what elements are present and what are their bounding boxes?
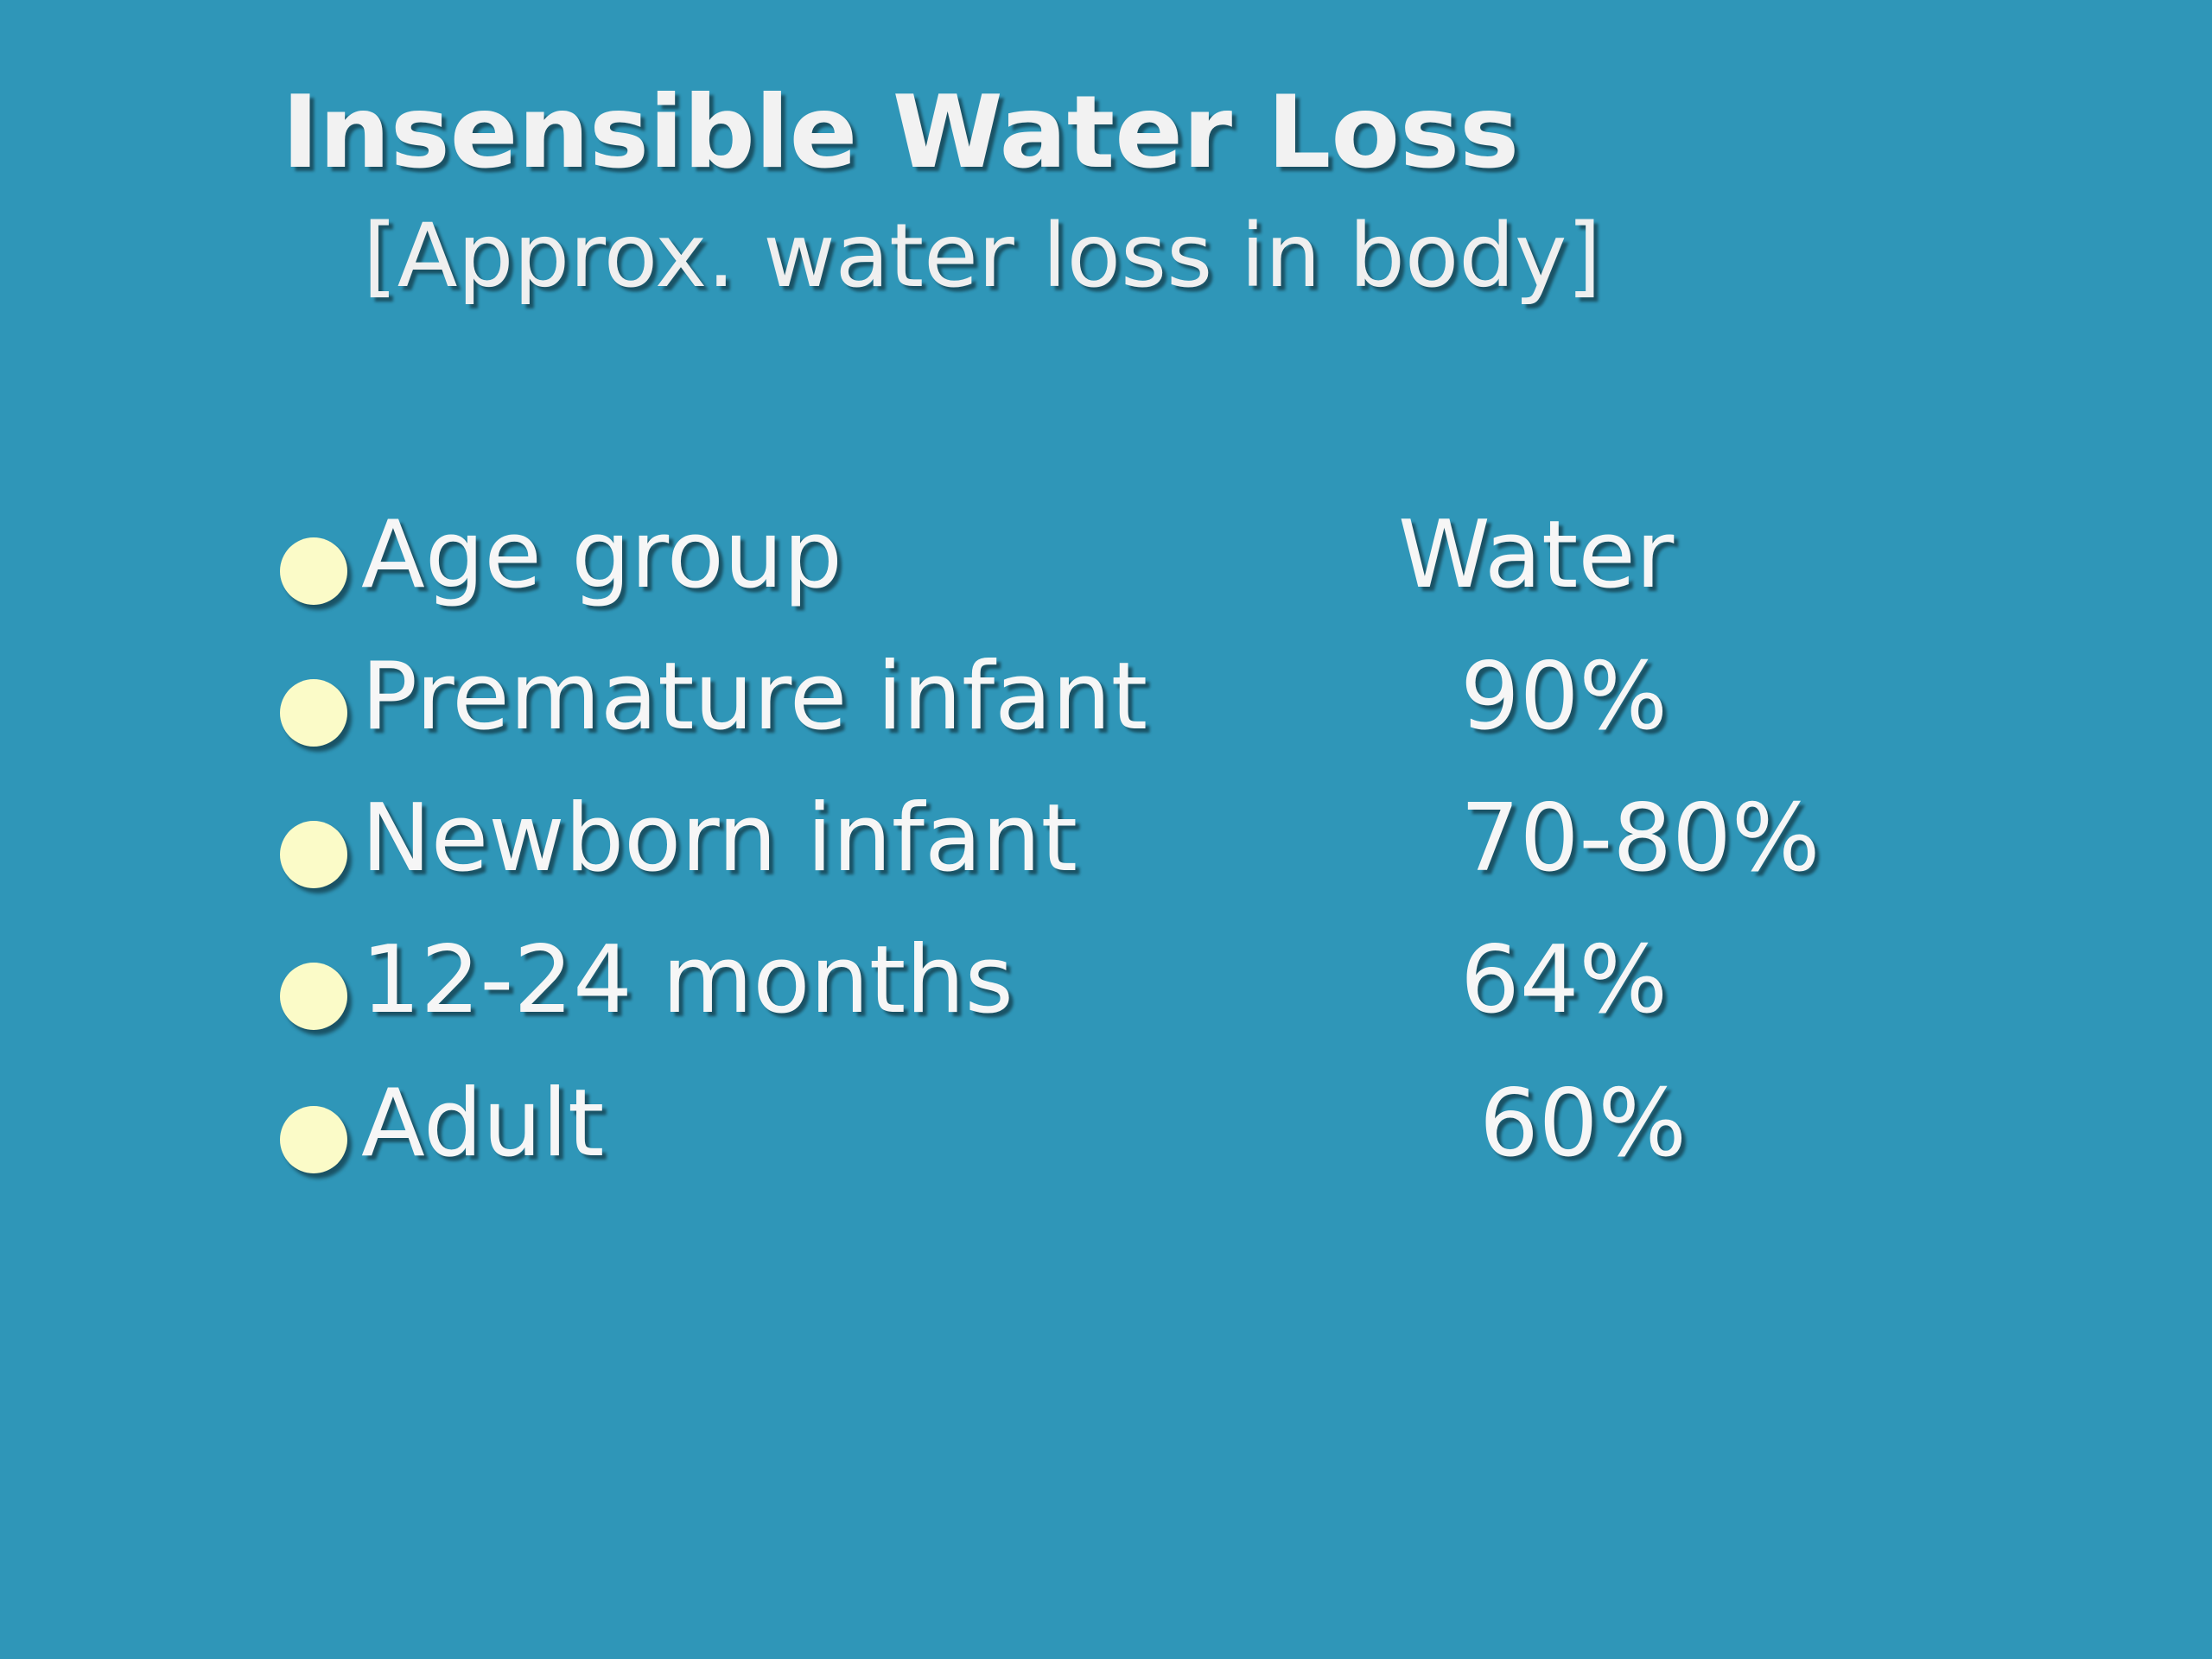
bullet-icon [280, 963, 347, 1030]
bullet-icon [280, 1106, 347, 1173]
list-item-value: 90% [1460, 643, 1669, 751]
list-item-label: Newborn infant [361, 785, 1077, 893]
list-item-header: Age group Water [276, 491, 2005, 620]
list-item-label: Age group [361, 501, 842, 609]
slide-subtitle: [Approx. water loss in body] [363, 205, 1602, 308]
list-item-value: Water [1398, 501, 1675, 609]
bullet-icon [280, 821, 347, 888]
bullet-icon [280, 537, 347, 605]
list-item-value: 70-80% [1460, 785, 1821, 893]
list-item: 12-24 months 64% [276, 916, 2005, 1046]
list-item-label: Adult [361, 1070, 605, 1178]
list-item: Newborn infant 70-80% [276, 774, 2005, 904]
list-item-label: 12-24 months [361, 926, 1014, 1034]
list-item-value: 64% [1460, 926, 1669, 1034]
slide-title: Insensible Water Loss [282, 74, 1520, 191]
list-item: Premature infant 90% [276, 632, 2005, 762]
list-item-value: 60% [1479, 1070, 1688, 1178]
bullet-icon [280, 679, 347, 747]
list-item-label: Premature infant [361, 643, 1148, 751]
list-item: Adult 60% [276, 1059, 2005, 1189]
